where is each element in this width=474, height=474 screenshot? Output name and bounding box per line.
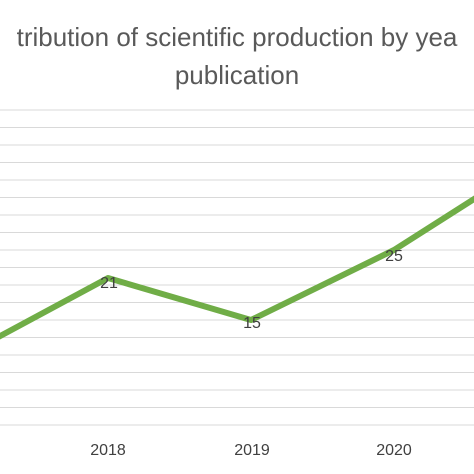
chart-title-line-1: tribution of scientific production by ye… <box>17 22 458 52</box>
gridlines <box>0 109 474 426</box>
data-label-2019: 15 <box>243 315 261 332</box>
x-tick-label-2019: 2019 <box>234 442 270 459</box>
series-line <box>0 195 474 340</box>
x-tick-label-2018: 2018 <box>90 442 126 459</box>
data-label-2020: 25 <box>385 248 403 265</box>
x-tick-label-2020: 2020 <box>376 442 412 459</box>
series-layer <box>0 195 474 340</box>
chart-title-line-2: publication <box>175 60 299 90</box>
data-label-2018: 21 <box>100 275 118 292</box>
